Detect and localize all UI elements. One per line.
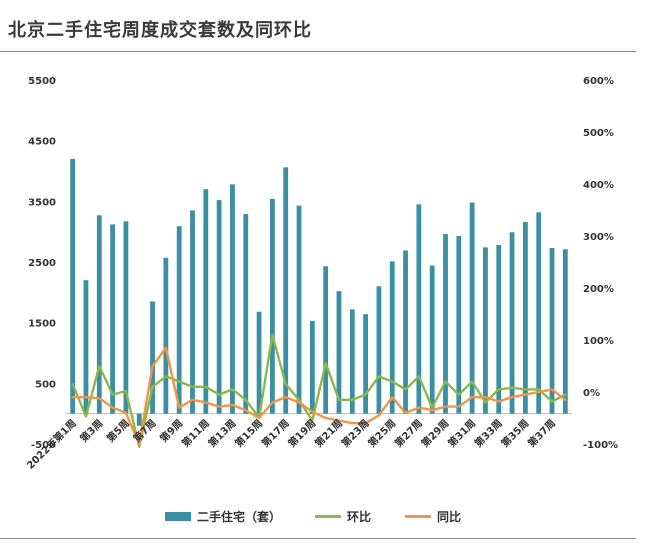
left-axis-tick-label: 3500	[28, 197, 56, 208]
bar	[283, 167, 289, 414]
bar	[110, 224, 116, 414]
bar	[83, 280, 89, 414]
right-axis-tick-label: 100%	[583, 336, 614, 347]
x-tick-label: 第35周	[498, 417, 531, 450]
bar	[429, 265, 435, 414]
bar	[549, 248, 555, 414]
x-tick-label: 第19周	[285, 417, 318, 450]
bar	[536, 212, 542, 414]
bar	[269, 198, 275, 414]
left-axis-tick-label: 500	[35, 379, 56, 390]
legend-item-mom[interactable]: 环比	[315, 508, 371, 525]
x-tick-label: 第11周	[179, 417, 212, 450]
left-axis-tick-label: 4500	[28, 137, 56, 148]
bar	[403, 250, 408, 414]
left-axis-tick-label: 1500	[28, 319, 56, 330]
right-axis-tick-label: 0%	[583, 388, 600, 399]
x-tick-label: 第17周	[259, 417, 292, 450]
bar	[309, 320, 315, 414]
x-tick-label: 第15周	[232, 417, 265, 450]
right-axis-tick-label: 200%	[583, 284, 614, 295]
left-axis-tick-label: -500	[31, 440, 56, 451]
x-tick-label: 第21周	[312, 417, 345, 450]
legend-mom-swatch	[315, 515, 342, 518]
bar	[496, 245, 502, 414]
bar	[256, 311, 262, 414]
bar	[483, 247, 488, 414]
bar	[296, 205, 302, 414]
x-tick-label: 第29周	[418, 417, 451, 450]
bar	[150, 301, 155, 414]
top-divider	[0, 51, 636, 52]
x-tick-label: 第27周	[392, 417, 425, 450]
bar	[376, 286, 382, 414]
bar	[349, 309, 355, 414]
legend-bar-swatch	[165, 512, 191, 521]
bar	[443, 234, 448, 414]
bar	[203, 189, 209, 414]
bar	[336, 291, 342, 414]
legend-bar-label: 二手住宅（套）	[197, 510, 282, 524]
right-axis-tick-label: 400%	[583, 180, 614, 191]
left-axis-tick-label: 5500	[28, 76, 56, 87]
bar	[176, 226, 182, 414]
bar	[230, 184, 235, 414]
bar	[469, 202, 475, 414]
bar	[190, 210, 195, 414]
right-axis-tick-label: 300%	[583, 232, 614, 243]
bar	[562, 249, 568, 414]
x-tick-label: 第3周	[77, 417, 105, 445]
bar	[136, 413, 142, 426]
right-axis-tick-label: 600%	[583, 76, 614, 87]
x-tick-label: 第5周	[104, 417, 132, 445]
bar	[509, 232, 515, 414]
bar	[123, 221, 129, 414]
bar	[216, 200, 222, 414]
legend-item-bar[interactable]: 二手住宅（套）	[165, 508, 281, 525]
legend-yoy-swatch	[405, 515, 432, 518]
right-axis-tick-label: -100%	[583, 440, 618, 451]
bar	[416, 204, 422, 414]
bar	[96, 215, 102, 414]
left-axis-tick-label: 2500	[28, 258, 56, 269]
yoy-line	[71, 346, 567, 446]
chart-title: 北京二手住宅周度成交套数及同环比	[8, 20, 312, 41]
bar	[323, 266, 329, 414]
x-tick-label: 第31周	[445, 417, 478, 450]
x-tick-label: 第13周	[205, 417, 238, 450]
bar	[163, 257, 169, 414]
bar	[389, 261, 395, 414]
legend-yoy-label: 同比	[437, 510, 462, 524]
x-tick-label: 第37周	[525, 417, 558, 450]
legend: 二手住宅（套） 环比 同比	[165, 508, 495, 525]
bar	[363, 314, 369, 414]
bar	[456, 235, 462, 414]
bar	[70, 158, 76, 414]
bar	[522, 221, 528, 414]
legend-item-yoy[interactable]: 同比	[405, 508, 461, 525]
bottom-divider	[0, 538, 636, 539]
x-tick-label: 第33周	[472, 417, 505, 450]
right-axis-tick-label: 500%	[583, 128, 614, 139]
mom-line	[71, 333, 567, 448]
legend-mom-label: 环比	[347, 510, 372, 524]
bar	[243, 214, 249, 414]
